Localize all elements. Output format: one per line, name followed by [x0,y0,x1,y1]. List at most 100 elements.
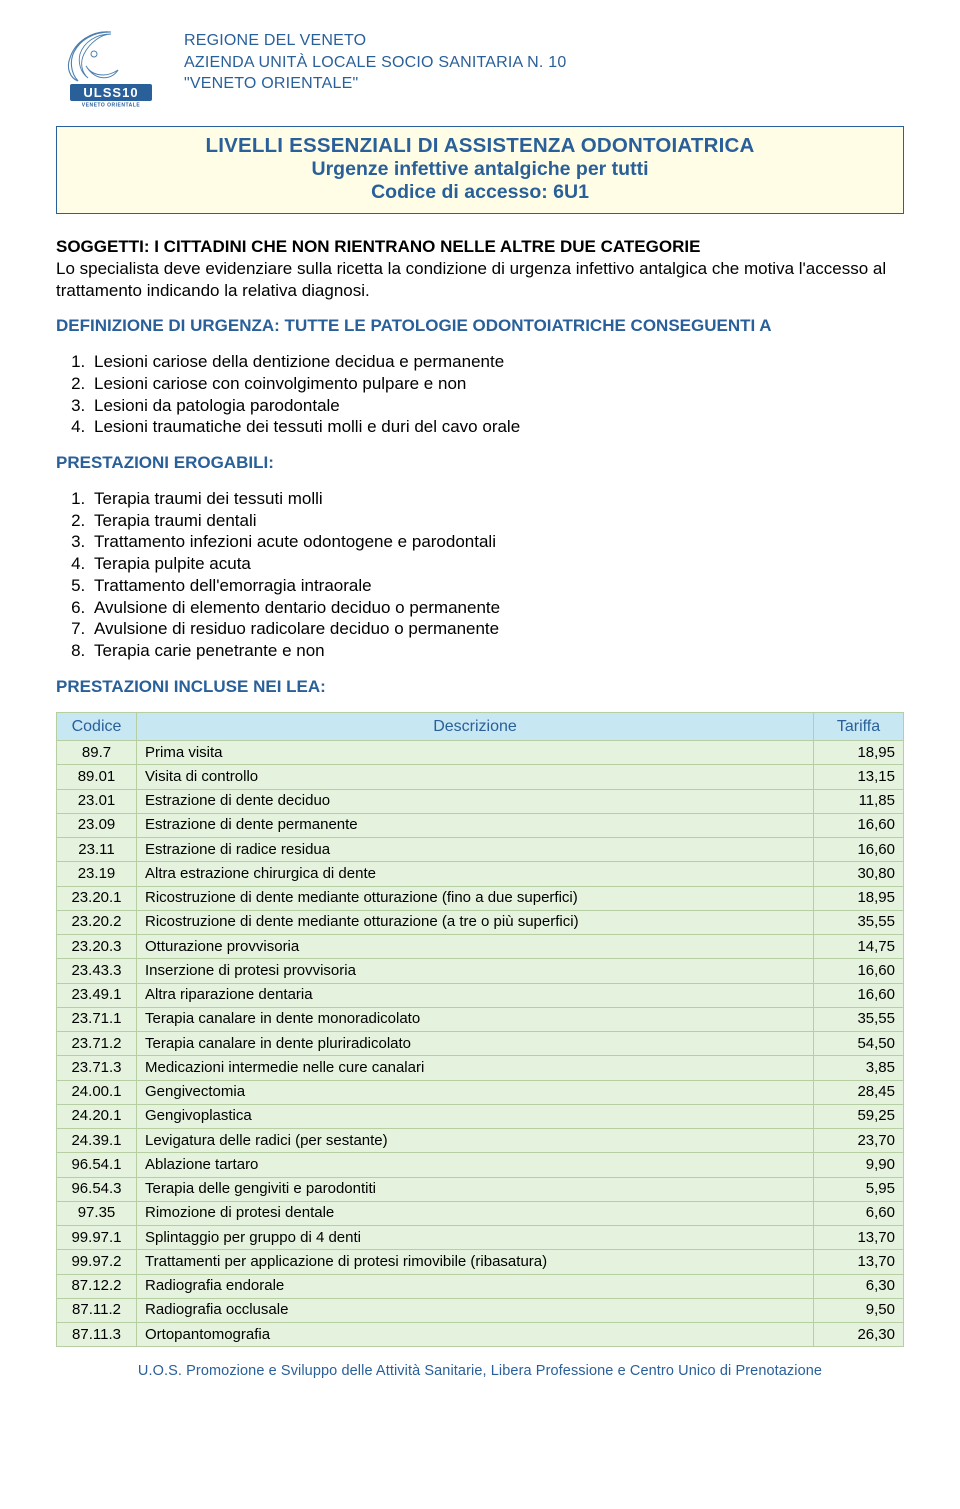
cell-tariff: 35,55 [814,910,904,934]
table-row: 89.01Visita di controllo13,15 [57,765,904,789]
lea-table: Codice Descrizione Tariffa 89.7Prima vis… [56,712,904,1348]
lea-heading: PRESTAZIONI INCLUSE NEI LEA: [56,676,904,698]
cell-desc: Ortopantomografia [137,1323,814,1347]
table-row: 23.09Estrazione di dente permanente16,60 [57,813,904,837]
cell-tariff: 18,95 [814,886,904,910]
cell-desc: Prima visita [137,741,814,765]
header-text: REGIONE DEL VENETO AZIENDA UNITÀ LOCALE … [184,28,566,95]
list-item: Trattamento infezioni acute odontogene e… [90,531,904,553]
cell-code: 99.97.1 [57,1226,137,1250]
cell-tariff: 13,70 [814,1226,904,1250]
cell-tariff: 13,70 [814,1250,904,1274]
cell-desc: Estrazione di dente permanente [137,813,814,837]
table-row: 23.01Estrazione di dente deciduo11,85 [57,789,904,813]
cell-tariff: 5,95 [814,1177,904,1201]
cell-code: 87.12.2 [57,1274,137,1298]
cell-desc: Gengivectomia [137,1080,814,1104]
cell-code: 23.49.1 [57,983,137,1007]
cell-desc: Otturazione provvisoria [137,935,814,959]
cell-code: 23.20.3 [57,935,137,959]
cell-code: 23.71.3 [57,1056,137,1080]
list-item: Avulsione di residuo radicolare deciduo … [90,618,904,640]
cell-code: 23.71.1 [57,1007,137,1031]
cell-code: 99.97.2 [57,1250,137,1274]
table-row: 23.20.3Otturazione provvisoria14,75 [57,935,904,959]
cell-desc: Radiografia occlusale [137,1298,814,1322]
header: ULSS10 VENETO ORIENTALE REGIONE DEL VENE… [56,28,904,108]
subjects-paragraph: SOGGETTI: I CITTADINI CHE NON RIENTRANO … [56,236,904,301]
cell-tariff: 18,95 [814,741,904,765]
body-text: SOGGETTI: I CITTADINI CHE NON RIENTRANO … [56,236,904,1347]
cell-code: 23.43.3 [57,959,137,983]
list-item: Terapia pulpite acuta [90,553,904,575]
cell-tariff: 30,80 [814,862,904,886]
table-row: 24.39.1Levigatura delle radici (per sest… [57,1129,904,1153]
cell-desc: Altra estrazione chirurgica di dente [137,862,814,886]
list-item: Lesioni cariose con coinvolgimento pulpa… [90,373,904,395]
table-row: 23.19Altra estrazione chirurgica di dent… [57,862,904,886]
cell-tariff: 59,25 [814,1104,904,1128]
table-row: 23.71.2Terapia canalare in dente plurira… [57,1032,904,1056]
table-row: 96.54.3Terapia delle gengiviti e parodon… [57,1177,904,1201]
table-row: 99.97.1Splintaggio per gruppo di 4 denti… [57,1226,904,1250]
cell-tariff: 16,60 [814,983,904,1007]
table-row: 87.12.2Radiografia endorale6,30 [57,1274,904,1298]
cell-tariff: 9,50 [814,1298,904,1322]
cell-tariff: 9,90 [814,1153,904,1177]
cell-code: 96.54.3 [57,1177,137,1201]
cell-code: 96.54.1 [57,1153,137,1177]
svg-text:ULSS10: ULSS10 [83,85,138,100]
list-item: Avulsione di elemento dentario deciduo o… [90,597,904,619]
table-row: 23.11Estrazione di radice residua16,60 [57,838,904,862]
cell-code: 23.11 [57,838,137,862]
page: ULSS10 VENETO ORIENTALE REGIONE DEL VENE… [0,0,960,1391]
table-row: 97.35Rimozione di protesi dentale6,60 [57,1201,904,1225]
cell-desc: Gengivoplastica [137,1104,814,1128]
table-row: 24.20.1Gengivoplastica59,25 [57,1104,904,1128]
cell-desc: Rimozione di protesi dentale [137,1201,814,1225]
title-line-1: LIVELLI ESSENZIALI DI ASSISTENZA ODONTOI… [67,134,893,158]
cell-tariff: 13,15 [814,765,904,789]
cell-desc: Ricostruzione di dente mediante otturazi… [137,886,814,910]
table-row: 23.71.1Terapia canalare in dente monorad… [57,1007,904,1031]
list-item: Lesioni cariose della dentizione decidua… [90,351,904,373]
org-logo: ULSS10 VENETO ORIENTALE [56,28,166,108]
cell-code: 24.20.1 [57,1104,137,1128]
prestazioni-list: Terapia traumi dei tessuti molliTerapia … [56,488,904,662]
list-item: Lesioni da patologia parodontale [90,395,904,417]
table-row: 99.97.2Trattamenti per applicazione di p… [57,1250,904,1274]
table-row: 96.54.1Ablazione tartaro9,90 [57,1153,904,1177]
cell-tariff: 54,50 [814,1032,904,1056]
cell-desc: Splintaggio per gruppo di 4 denti [137,1226,814,1250]
list-item: Terapia carie penetrante e non [90,640,904,662]
cell-tariff: 16,60 [814,959,904,983]
cell-code: 23.20.1 [57,886,137,910]
col-header-code: Codice [57,712,137,741]
cell-tariff: 3,85 [814,1056,904,1080]
cell-tariff: 14,75 [814,935,904,959]
cell-tariff: 28,45 [814,1080,904,1104]
table-row: 87.11.2Radiografia occlusale9,50 [57,1298,904,1322]
cell-code: 23.09 [57,813,137,837]
col-header-desc: Descrizione [137,712,814,741]
svg-text:VENETO ORIENTALE: VENETO ORIENTALE [82,103,141,109]
cell-desc: Altra riparazione dentaria [137,983,814,1007]
cell-code: 23.19 [57,862,137,886]
cell-code: 89.01 [57,765,137,789]
cell-code: 24.39.1 [57,1129,137,1153]
definition-heading: DEFINIZIONE DI URGENZA: TUTTE LE PATOLOG… [56,315,904,337]
cell-desc: Radiografia endorale [137,1274,814,1298]
cell-tariff: 26,30 [814,1323,904,1347]
cell-tariff: 6,60 [814,1201,904,1225]
table-row: 23.20.1Ricostruzione di dente mediante o… [57,886,904,910]
subjects-heading: SOGGETTI: I CITTADINI CHE NON RIENTRANO … [56,237,700,256]
table-row: 89.7Prima visita18,95 [57,741,904,765]
cell-desc: Levigatura delle radici (per sestante) [137,1129,814,1153]
title-line-2: Urgenze infettive antalgiche per tutti [67,158,893,181]
cell-desc: Medicazioni intermedie nelle cure canala… [137,1056,814,1080]
cell-tariff: 23,70 [814,1129,904,1153]
cell-desc: Terapia canalare in dente monoradicolato [137,1007,814,1031]
cell-tariff: 35,55 [814,1007,904,1031]
cell-code: 87.11.2 [57,1298,137,1322]
title-box: LIVELLI ESSENZIALI DI ASSISTENZA ODONTOI… [56,126,904,214]
